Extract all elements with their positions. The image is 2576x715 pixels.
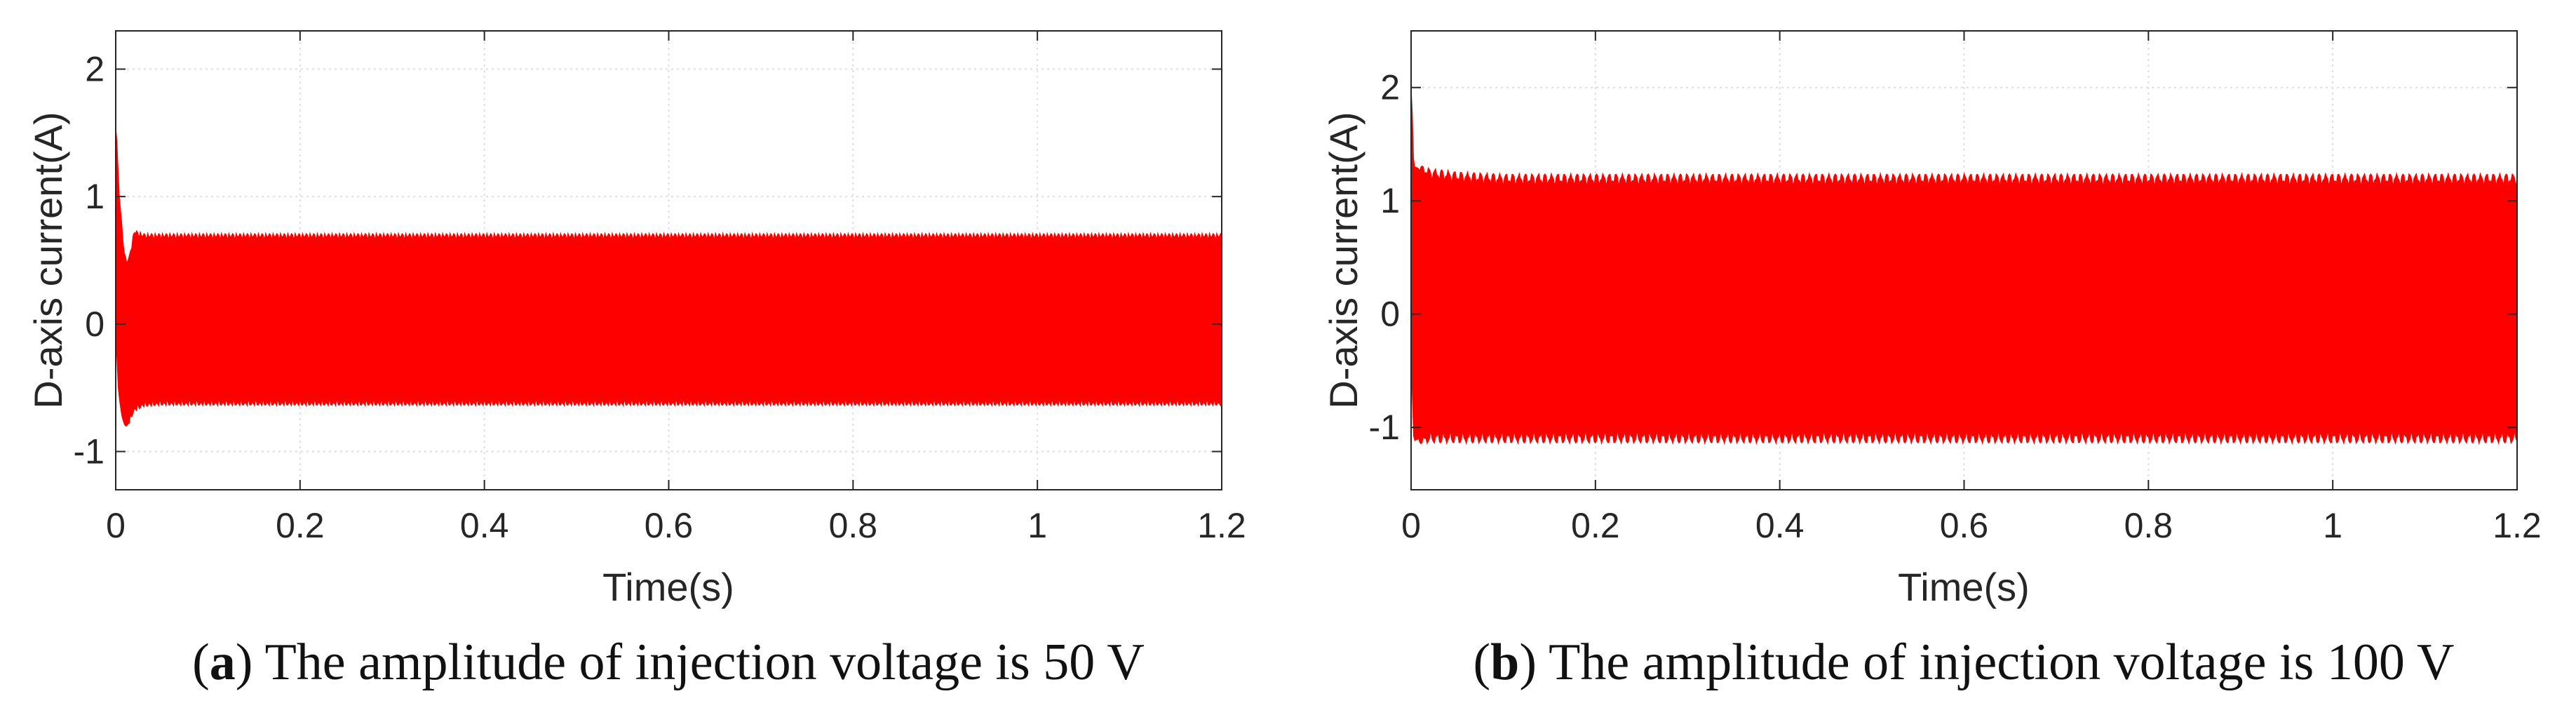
- y-tick-label: 2: [85, 50, 104, 89]
- panel-b-x-ticks: 0 0.2 0.4 0.6 0.8 1 1.2: [1401, 31, 2542, 545]
- y-tick-label: 0: [1380, 295, 1400, 334]
- x-tick-label: 0.8: [2124, 506, 2173, 545]
- y-tick-label: 1: [1380, 181, 1400, 220]
- panel-b-y-ticks: -1 0 1 2: [1369, 68, 2517, 447]
- x-tick-label: 1.2: [2493, 506, 2542, 545]
- y-tick-label: 1: [85, 177, 104, 216]
- x-tick-label: 0.4: [460, 506, 509, 545]
- panel-b-caption-text: The amplitude of injection voltage is 10…: [1549, 634, 2454, 691]
- x-tick-label: 0.6: [1940, 506, 1989, 545]
- y-tick-label: -1: [74, 432, 104, 472]
- x-tick-label: 0: [1401, 506, 1421, 545]
- panel-b-caption-letter: b: [1490, 634, 1519, 691]
- x-tick-label: 1: [2323, 506, 2342, 545]
- y-tick-label: 2: [1380, 68, 1400, 107]
- panel-b-caption: (b) The amplitude of injection voltage i…: [1474, 634, 2455, 691]
- x-tick-label: 0.6: [645, 506, 694, 545]
- x-tick-label: 1.2: [1197, 506, 1246, 545]
- panel-a-x-ticks: 0 0.2 0.4 0.6 0.8 1 1.2: [106, 31, 1246, 545]
- y-tick-label: -1: [1369, 408, 1400, 447]
- panel-b-y-axis-label: D-axis current(A): [1321, 112, 1365, 408]
- x-tick-label: 0.4: [1755, 506, 1805, 545]
- x-tick-label: 0.2: [1571, 506, 1620, 545]
- panel-b: 0 0.2 0.4 0.6 0.8 1 1.2 -1 0 1 2 Time(s) D-axis c…: [1321, 30, 2542, 691]
- y-tick-label: 0: [85, 305, 104, 344]
- x-tick-label: 0.8: [829, 506, 878, 545]
- panel-a-y-axis-label: D-axis current(A): [26, 112, 70, 408]
- panel-a-caption-letter: a: [210, 634, 236, 691]
- panel-a-y-ticks: -1 0 1 2: [74, 50, 1222, 472]
- x-tick-label: 0: [106, 506, 126, 545]
- panel-b-x-axis-label: Time(s): [1898, 565, 2030, 609]
- panel-a-caption: (a) The amplitude of injection voltage i…: [192, 634, 1145, 691]
- panel-a-caption-text: The amplitude of injection voltage is 50…: [265, 634, 1145, 691]
- x-tick-label: 0.2: [276, 506, 325, 545]
- x-tick-label: 1: [1027, 506, 1047, 545]
- panel-a-x-axis-label: Time(s): [602, 565, 734, 609]
